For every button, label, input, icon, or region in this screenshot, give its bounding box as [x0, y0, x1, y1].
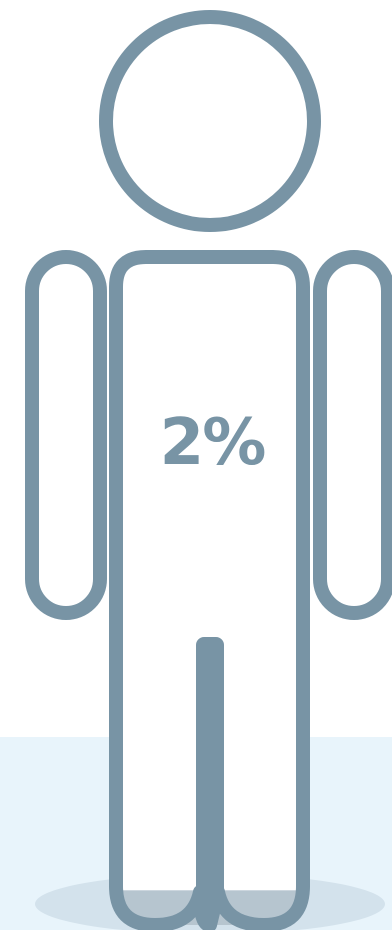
left-arm	[25, 250, 107, 620]
percent-label: 2%	[159, 406, 267, 480]
torso-base	[116, 257, 303, 925]
torso-outline	[109, 250, 310, 930]
head	[99, 10, 321, 232]
leg-divider	[196, 637, 224, 907]
right-arm	[313, 250, 392, 620]
